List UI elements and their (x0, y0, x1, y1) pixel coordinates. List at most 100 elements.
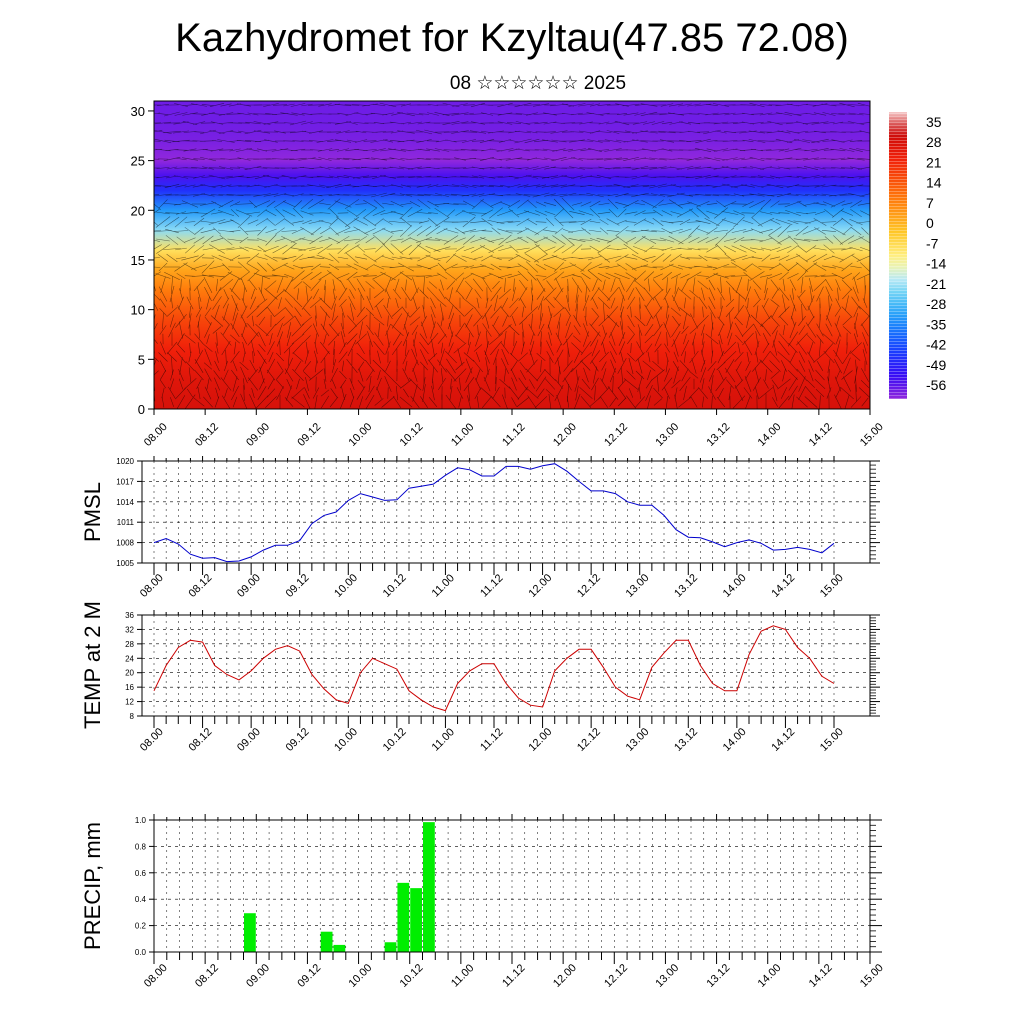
wind-line (860, 210, 870, 216)
wind-line (739, 244, 757, 254)
wind-line (626, 296, 636, 310)
wind-line (763, 379, 769, 389)
wind-line (240, 277, 248, 293)
wind-line (786, 184, 800, 188)
wind-line (585, 286, 587, 302)
xtick-label: 11.00 (449, 962, 476, 989)
wind-line (241, 323, 247, 337)
wind-line (309, 193, 323, 197)
wind-line (674, 394, 678, 409)
wind-line (859, 122, 870, 125)
wind-line (835, 333, 841, 345)
wind-line (859, 193, 870, 197)
wind-line (768, 235, 782, 245)
wind-line (204, 348, 212, 366)
heatmap-xtick-label: 12.12 (602, 421, 630, 449)
wind-line (613, 131, 631, 133)
wind-line (199, 202, 217, 206)
wind-line (722, 140, 738, 142)
wind-line (590, 315, 600, 327)
wind-line (412, 368, 418, 382)
wind-line (761, 304, 771, 320)
wind-line (230, 351, 240, 363)
wind-line (193, 236, 205, 244)
wind-line (754, 288, 760, 300)
wind-line (651, 230, 665, 232)
wind-line (164, 271, 180, 281)
wind-line (714, 207, 728, 219)
wind-line (824, 209, 834, 217)
wind-line (579, 239, 593, 241)
wind-line (465, 280, 473, 290)
wind-line (156, 167, 170, 169)
heatmap-ytick-label: 5 (138, 352, 145, 367)
wind-line (841, 247, 853, 251)
wind-line (758, 266, 774, 268)
wind-line (175, 184, 187, 188)
wind-line (193, 278, 205, 292)
wind-line (389, 176, 405, 178)
wind-line (395, 298, 399, 308)
wind-line (681, 368, 689, 382)
wind-line (314, 315, 318, 327)
wind-line (727, 332, 733, 346)
wind-line (155, 185, 171, 187)
wind-line (620, 295, 624, 311)
heatmap-ytick-label: 20 (131, 203, 145, 218)
wind-line (214, 396, 220, 408)
wind-line (210, 237, 224, 243)
wind-line (496, 220, 514, 224)
wind-line (842, 288, 852, 300)
wind-line (355, 208, 367, 218)
wind-line (324, 285, 326, 303)
wind-line (832, 265, 844, 269)
wind-line (283, 218, 295, 226)
wind-line (209, 103, 225, 107)
wind-line (382, 185, 394, 187)
wind-line (499, 158, 511, 160)
wind-line (805, 104, 817, 106)
wind-line (392, 288, 402, 300)
wind-line (337, 256, 349, 260)
wind-line (274, 176, 286, 178)
wind-line (834, 307, 842, 317)
wind-line (299, 256, 315, 260)
wind-line (266, 388, 276, 398)
wind-line (787, 219, 799, 225)
wind-line (652, 288, 664, 300)
wind-line (404, 360, 408, 372)
wind-line (798, 376, 806, 392)
wind-line (323, 312, 327, 330)
wind-line (851, 353, 861, 361)
wind-line (643, 287, 655, 301)
wind-line (851, 254, 861, 262)
wind-line (610, 297, 616, 309)
wind-line (582, 295, 590, 311)
wind-line (812, 103, 828, 107)
wind-line (673, 366, 679, 384)
wind-line (391, 229, 403, 233)
wind-line (531, 313, 533, 329)
wind-line (661, 148, 673, 152)
wind-line (581, 277, 591, 293)
wind-line (745, 370, 751, 380)
wind-line (374, 332, 384, 346)
wind-line (721, 211, 739, 215)
wind-line (445, 350, 457, 364)
wind-line (676, 208, 694, 218)
wind-line (275, 379, 285, 389)
wind-line (229, 201, 241, 207)
wind-line (617, 219, 627, 225)
wind-line (380, 122, 396, 124)
wind-line (664, 368, 670, 382)
wind-line (850, 226, 862, 236)
wind-line (186, 388, 194, 398)
wind-line (594, 385, 596, 401)
wind-line (770, 299, 780, 307)
wind-line (247, 219, 259, 225)
wind-line (505, 157, 523, 161)
wind-line (813, 247, 827, 251)
wind-line (540, 341, 542, 355)
wind-line (743, 263, 753, 271)
ytick-label: 36 (125, 611, 134, 620)
